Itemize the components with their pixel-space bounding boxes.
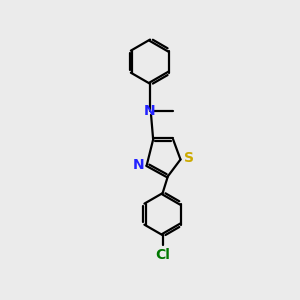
Text: N: N — [144, 104, 156, 118]
Text: Cl: Cl — [155, 248, 170, 262]
Text: N: N — [133, 158, 145, 172]
Text: S: S — [184, 152, 194, 165]
